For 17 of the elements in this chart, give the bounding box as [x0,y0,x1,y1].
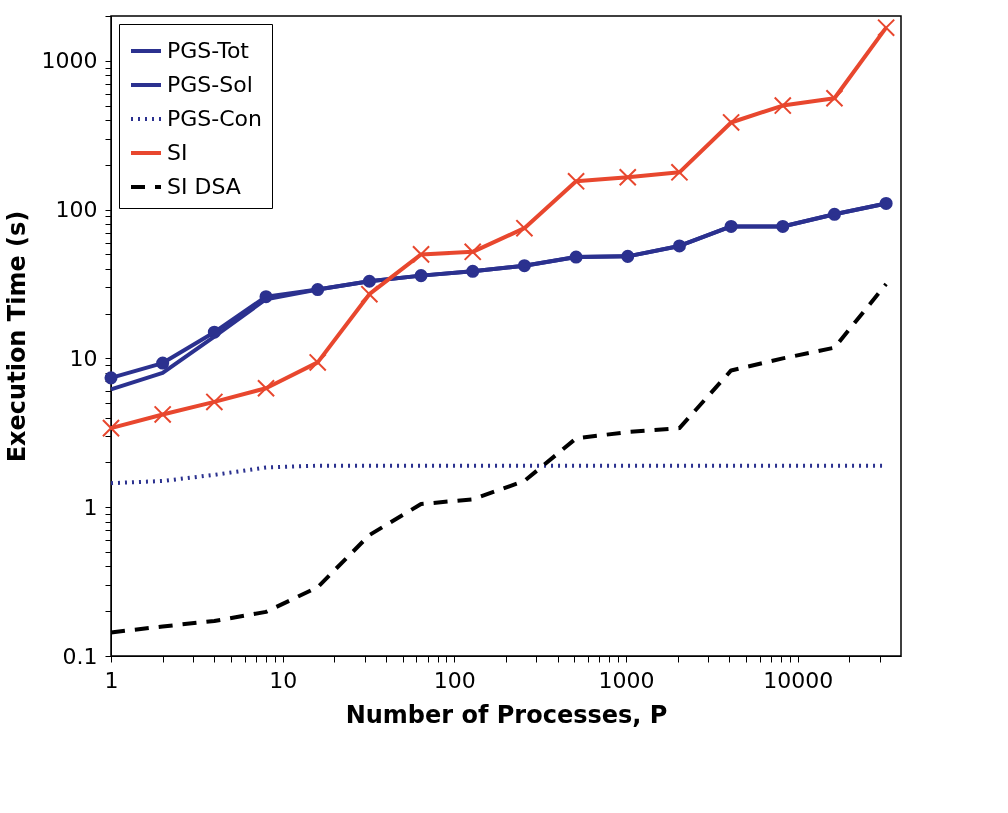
x-tick-label: 10 [269,667,298,693]
y-axis-title: Execution Time (s) [2,210,31,463]
y-tick-label: 100 [55,197,98,223]
x-tick-label: 100 [433,667,476,693]
x-tick-label: 1000 [598,667,655,693]
legend-label: PGS-Con [167,106,262,131]
x-tick-label: 10000 [763,667,834,693]
legend-label: PGS-Tot [167,38,250,63]
legend-label: SI [167,140,188,165]
legend-label: PGS-Sol [167,72,253,97]
y-tick-label: 1 [83,494,98,520]
x-axis-title: Number of Processes, P [345,700,668,729]
y-tick-label: 10 [69,345,98,371]
x-tick-label: 1 [104,667,119,693]
y-tick-label: 1000 [41,48,98,74]
legend-label: SI DSA [167,174,241,199]
y-tick-label: 0.1 [62,643,98,669]
